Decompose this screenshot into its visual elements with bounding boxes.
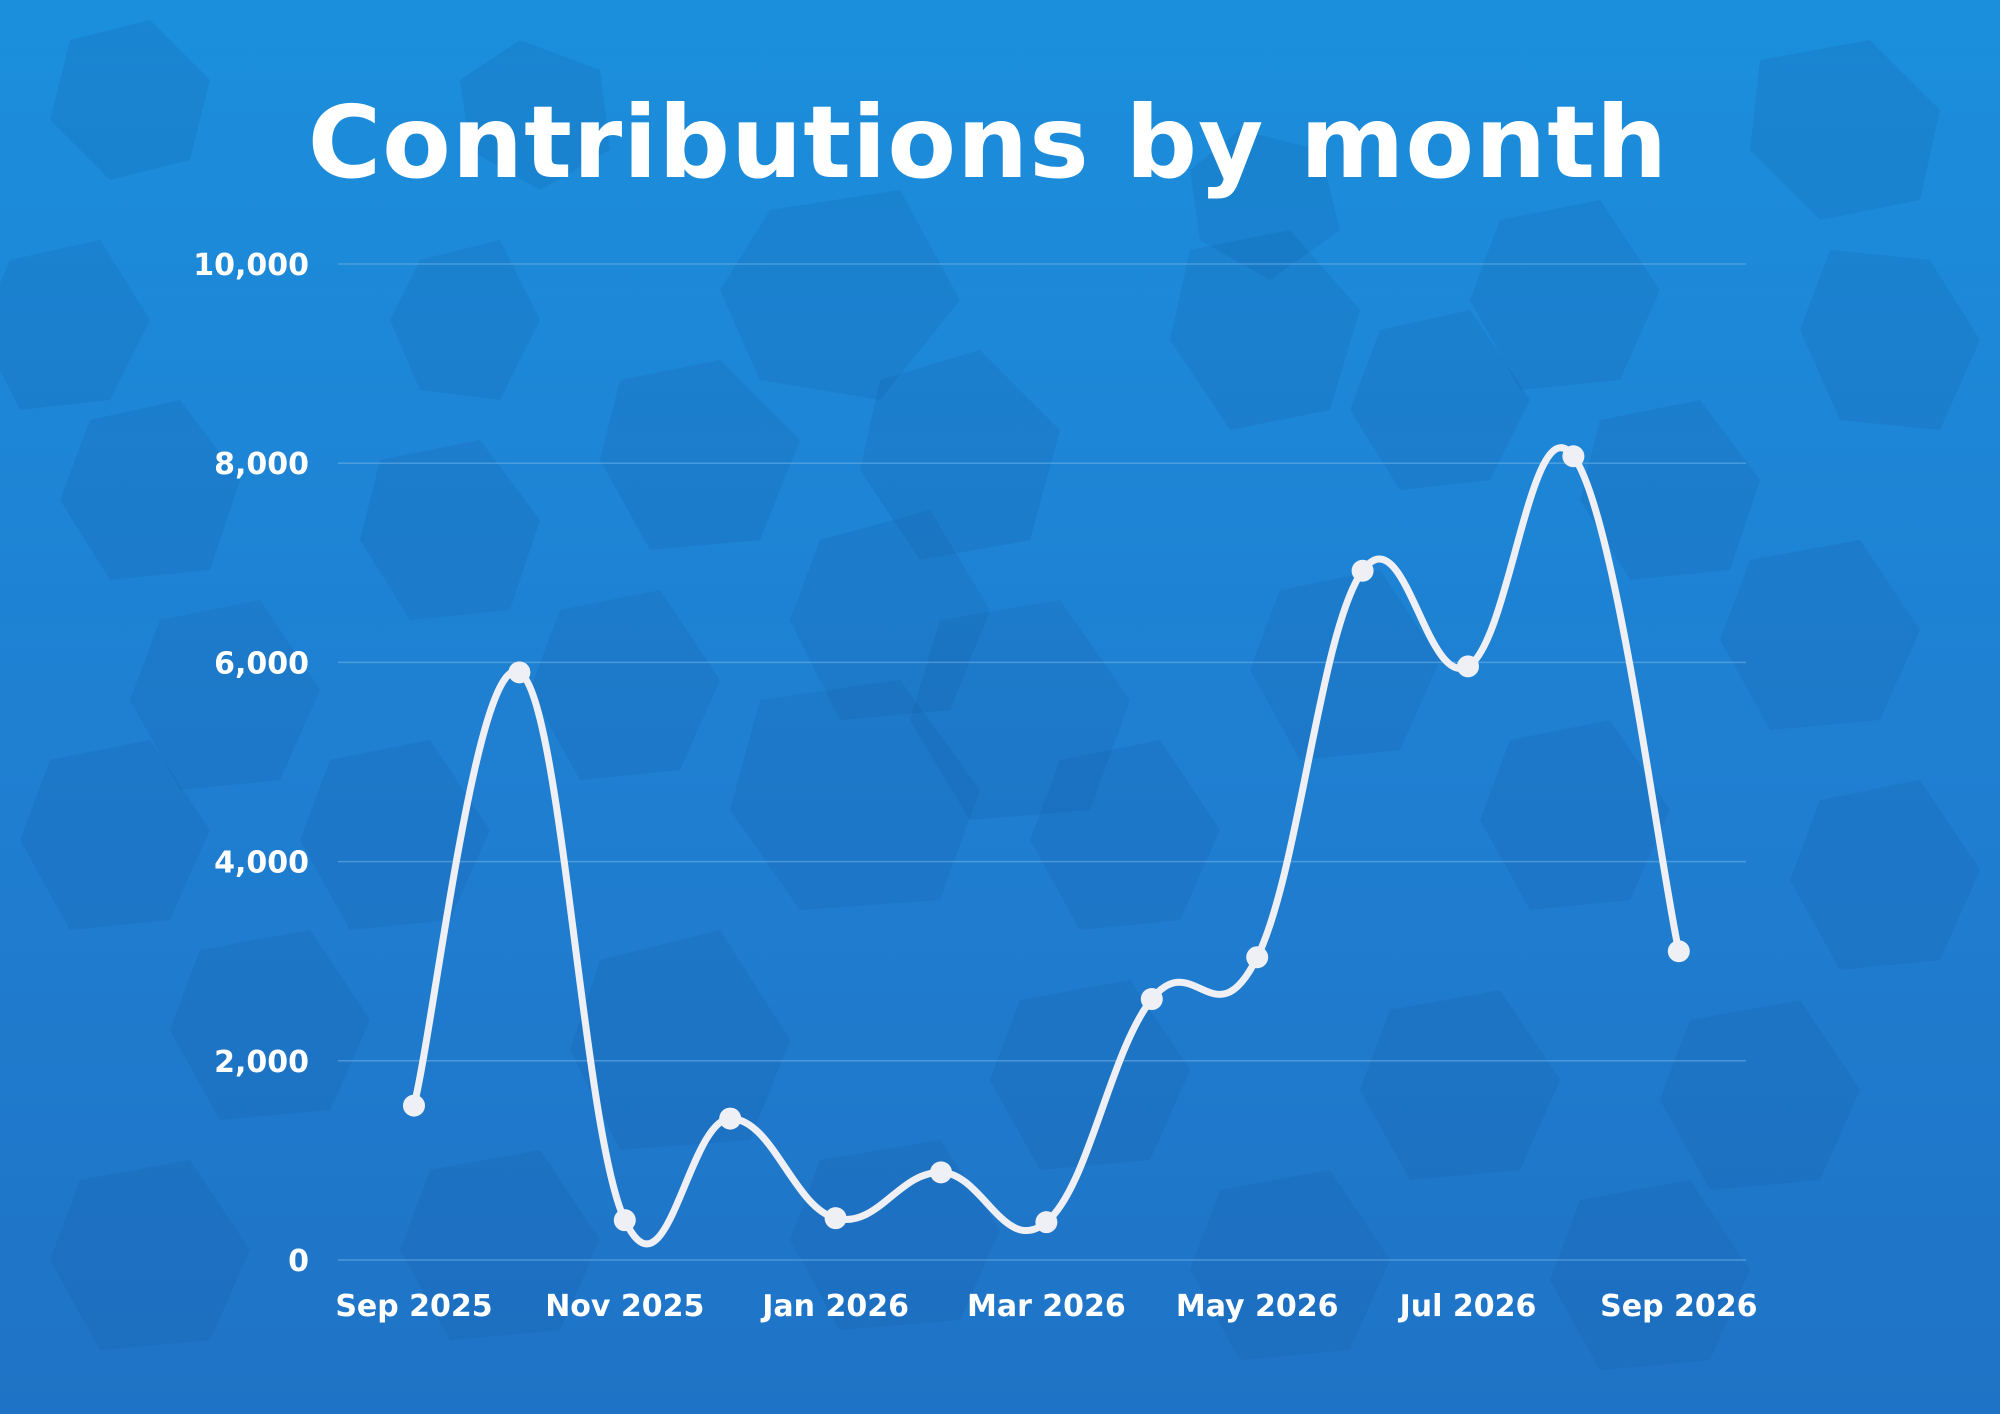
y-tick-label: 4,000 <box>214 846 309 881</box>
grid-lines <box>338 263 1746 1261</box>
data-point <box>403 1094 425 1117</box>
x-tick-label: Nov 2025 <box>545 1289 704 1324</box>
data-points <box>403 445 1690 1234</box>
data-point <box>1562 445 1585 468</box>
data-point <box>1667 940 1690 963</box>
x-axis-tick-labels: Sep 2025 Nov 2025 Jan 2026 Mar 2026 May 2026… <box>335 1289 1757 1324</box>
data-point <box>508 661 531 684</box>
y-tick-label: 6,000 <box>214 646 309 681</box>
x-tick-label: May 2026 <box>1176 1289 1339 1324</box>
chart-title: Contributions by month <box>307 84 1669 201</box>
series-line <box>410 444 1683 1248</box>
y-tick-label: 10,000 <box>193 248 309 283</box>
data-point <box>1351 559 1374 582</box>
data-point <box>1246 946 1269 969</box>
data-point <box>824 1207 847 1230</box>
data-point <box>930 1161 952 1184</box>
data-point <box>719 1107 742 1130</box>
data-point <box>613 1209 636 1232</box>
y-tick-label: 2,000 <box>214 1045 309 1080</box>
y-tick-label: 0 <box>288 1244 309 1279</box>
y-axis-tick-labels: 0 2,000 4,000 6,000 8,000 10,000 <box>193 248 309 1279</box>
data-point <box>1140 988 1163 1011</box>
x-tick-label: Sep 2025 <box>335 1289 492 1324</box>
y-tick-label: 8,000 <box>214 447 309 482</box>
x-tick-label: Mar 2026 <box>967 1289 1126 1324</box>
x-tick-label: Jan 2026 <box>760 1289 909 1324</box>
x-tick-label: Jul 2026 <box>1398 1289 1537 1324</box>
data-point <box>1035 1211 1058 1234</box>
x-tick-label: Sep 2026 <box>1600 1289 1757 1324</box>
data-point <box>1457 655 1479 678</box>
